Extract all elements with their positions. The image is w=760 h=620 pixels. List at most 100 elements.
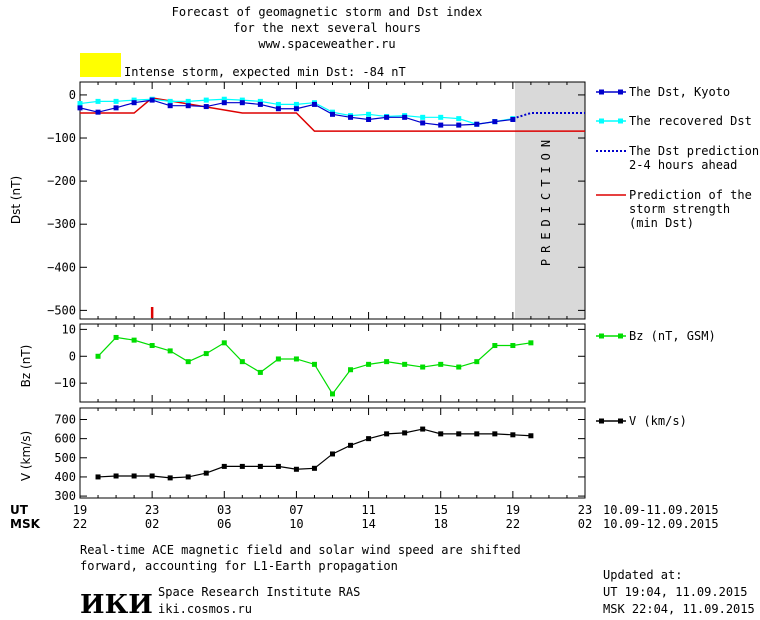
recovered-dst-point bbox=[239, 97, 245, 103]
bz-point bbox=[185, 359, 191, 365]
ut-tick-label: 15 bbox=[433, 503, 447, 517]
kyoto-dst-point bbox=[510, 116, 516, 122]
speed-point bbox=[293, 466, 299, 472]
speed-ytick-label: 600 bbox=[54, 432, 76, 446]
kyoto-dst-point bbox=[456, 122, 462, 128]
speed-series-group bbox=[95, 426, 534, 481]
footer-note-line1: Real-time ACE magnetic field and solar w… bbox=[80, 543, 521, 557]
kyoto-dst-point bbox=[95, 109, 101, 115]
kyoto-dst-point bbox=[402, 114, 408, 120]
msk-tick-label: 06 bbox=[217, 517, 231, 531]
bz-point bbox=[149, 343, 155, 349]
bz-point bbox=[311, 361, 317, 367]
bz-point bbox=[330, 391, 335, 397]
speed-ytick-label: 700 bbox=[54, 412, 76, 426]
speed-point bbox=[185, 474, 191, 480]
dst-axis-label: Dst (nT) bbox=[9, 176, 23, 224]
msk-label: MSK bbox=[10, 517, 41, 531]
kyoto-dst-point bbox=[366, 116, 372, 122]
speed-point bbox=[384, 431, 390, 437]
bz-legend-marker bbox=[599, 333, 604, 339]
recovered-dst-point bbox=[221, 96, 227, 102]
speed-ytick-label: 400 bbox=[54, 470, 76, 484]
kyoto-dst-point bbox=[330, 111, 335, 117]
recovered-dst-legend-marker bbox=[599, 118, 604, 124]
bz-point bbox=[348, 367, 354, 373]
kyoto-dst-legend-marker bbox=[618, 89, 623, 95]
prediction-label: PREDICTION bbox=[539, 134, 553, 266]
dst-prediction-legend-label: The Dst prediction bbox=[629, 144, 759, 158]
kyoto-dst-point bbox=[149, 97, 155, 103]
dst-prediction-legend-label: 2-4 hours ahead bbox=[629, 158, 737, 172]
dst-ytick-label: 0 bbox=[69, 88, 76, 102]
recovered-dst-point bbox=[77, 101, 83, 107]
kyoto-dst-point bbox=[239, 100, 245, 106]
recovered-dst-point bbox=[257, 98, 263, 104]
recovered-dst-legend-label: The recovered Dst bbox=[629, 114, 752, 128]
bz-point bbox=[474, 359, 480, 365]
kyoto-dst-point bbox=[348, 114, 354, 120]
speed-legend-marker bbox=[599, 418, 604, 424]
recovered-dst-point bbox=[293, 101, 299, 107]
recovered-dst-point bbox=[131, 97, 137, 103]
bz-point bbox=[203, 351, 209, 357]
kyoto-dst-point bbox=[257, 101, 263, 107]
bz-legend-label: Bz (nT, GSM) bbox=[629, 329, 716, 343]
bz-series-group bbox=[95, 334, 534, 397]
speed-point bbox=[311, 465, 317, 471]
ut-tick-label: 19 bbox=[506, 503, 520, 517]
recovered-dst-point bbox=[420, 114, 426, 120]
dst-series-group bbox=[77, 96, 585, 318]
kyoto-dst-point bbox=[384, 114, 390, 120]
msk-tick-label: 22 bbox=[506, 517, 520, 531]
kyoto-dst-point bbox=[203, 104, 209, 110]
msk-tick-label: 02 bbox=[578, 517, 592, 531]
speed-point bbox=[474, 431, 480, 437]
iki-logo: ИКИ bbox=[80, 590, 153, 620]
speed-point bbox=[438, 431, 444, 437]
prediction-band bbox=[515, 82, 585, 319]
bz-ytick-label: −10 bbox=[54, 376, 76, 390]
dst-plot-frame bbox=[79, 81, 586, 320]
dst-ytick-label: −100 bbox=[47, 131, 76, 145]
speed-point bbox=[330, 451, 335, 457]
recovered-dst-point bbox=[95, 98, 101, 104]
bz-point bbox=[113, 334, 119, 340]
bz-point bbox=[438, 361, 444, 367]
recovered-dst-point bbox=[203, 97, 209, 103]
recovered-dst-point bbox=[113, 98, 119, 104]
institute-name: Space Research Institute RAS bbox=[158, 585, 360, 599]
dst-ytick-label: −400 bbox=[47, 260, 76, 274]
institute-site[interactable]: iki.cosmos.ru bbox=[158, 602, 252, 616]
storm-level-swatch bbox=[80, 53, 121, 77]
bz-legend-marker bbox=[618, 333, 623, 339]
bz-point bbox=[528, 340, 534, 346]
dst-prediction-line bbox=[512, 112, 585, 120]
min-dst-legend-label: storm strength bbox=[629, 202, 730, 216]
kyoto-dst-point bbox=[185, 103, 191, 109]
updated-label: Updated at: bbox=[603, 568, 682, 582]
dst-ytick-label: −200 bbox=[47, 174, 76, 188]
bz-y-axis: 10 0 −10 bbox=[54, 322, 585, 390]
recovered-dst-point bbox=[185, 98, 191, 104]
speed-point bbox=[348, 442, 354, 448]
ut-label: UT bbox=[10, 503, 29, 517]
bz-point bbox=[384, 359, 390, 365]
bz-point bbox=[131, 337, 137, 343]
speed-legend-label: V (km/s) bbox=[629, 414, 687, 428]
storm-label: Intense storm, expected min Dst: -84 nT bbox=[124, 65, 406, 79]
recovered-dst-point bbox=[275, 101, 281, 107]
speed-point bbox=[113, 473, 119, 479]
speed-panel: V (km/s) 700 600 500 400 300 bbox=[19, 407, 586, 503]
ut-date-range: 10.09-11.09.2015 bbox=[603, 503, 719, 517]
speed-point bbox=[528, 433, 534, 439]
bz-point bbox=[221, 340, 227, 346]
kyoto-dst-point bbox=[293, 106, 299, 112]
bz-point bbox=[402, 361, 408, 367]
recovered-dst-point bbox=[456, 116, 462, 122]
updated-ut: UT 19:04, 11.09.2015 bbox=[603, 585, 748, 599]
speed-point bbox=[239, 463, 245, 469]
min-dst-legend-label: Prediction of the bbox=[629, 188, 752, 202]
dst-x-axis bbox=[79, 82, 586, 319]
